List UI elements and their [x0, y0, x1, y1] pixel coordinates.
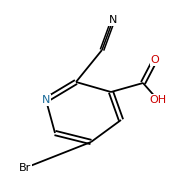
- Text: N: N: [109, 15, 117, 25]
- Text: O: O: [151, 55, 159, 65]
- Text: OH: OH: [149, 95, 166, 105]
- Text: N: N: [42, 95, 50, 105]
- Text: Br: Br: [19, 163, 31, 173]
